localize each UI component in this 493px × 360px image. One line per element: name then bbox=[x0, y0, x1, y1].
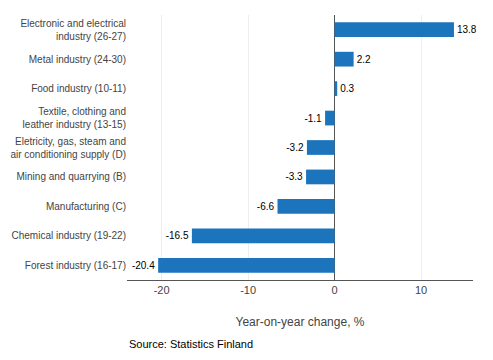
svg-text:Chemical industry (19-22): Chemical industry (19-22) bbox=[12, 230, 127, 241]
svg-text:Year-on-year change, %: Year-on-year change, % bbox=[236, 315, 365, 329]
svg-text:-6.6: -6.6 bbox=[257, 201, 275, 212]
svg-text:Forest industry (16-17): Forest industry (16-17) bbox=[25, 260, 126, 271]
svg-text:2.2: 2.2 bbox=[357, 54, 371, 65]
svg-text:Electronic and electricalindus: Electronic and electricalindustry (26-27… bbox=[20, 18, 126, 42]
svg-text:Mining and quarrying (B): Mining and quarrying (B) bbox=[17, 171, 127, 182]
svg-text:Source: Statistics Finland: Source: Statistics Finland bbox=[129, 338, 253, 350]
svg-text:Metal industry (24-30): Metal industry (24-30) bbox=[29, 54, 126, 65]
svg-text:-20.4: -20.4 bbox=[132, 260, 155, 271]
svg-text:0.3: 0.3 bbox=[340, 83, 354, 94]
svg-text:-20: -20 bbox=[154, 284, 170, 296]
svg-text:-16.5: -16.5 bbox=[166, 230, 189, 241]
svg-text:13.8: 13.8 bbox=[457, 24, 477, 35]
svg-text:-3.2: -3.2 bbox=[286, 142, 304, 153]
svg-text:Textile, clothing andleather i: Textile, clothing andleather industry (1… bbox=[23, 106, 126, 130]
svg-text:10: 10 bbox=[415, 284, 427, 296]
svg-text:-1.1: -1.1 bbox=[304, 113, 322, 124]
svg-text:-3.3: -3.3 bbox=[285, 171, 303, 182]
svg-text:Eletricity, gas, steam andair: Eletricity, gas, steam andair conditioni… bbox=[10, 136, 126, 160]
svg-text:-10: -10 bbox=[240, 284, 256, 296]
svg-text:Food industry (10-11): Food industry (10-11) bbox=[31, 83, 126, 94]
svg-text:Manufacturing (C): Manufacturing (C) bbox=[46, 201, 126, 212]
svg-text:0: 0 bbox=[332, 284, 338, 296]
